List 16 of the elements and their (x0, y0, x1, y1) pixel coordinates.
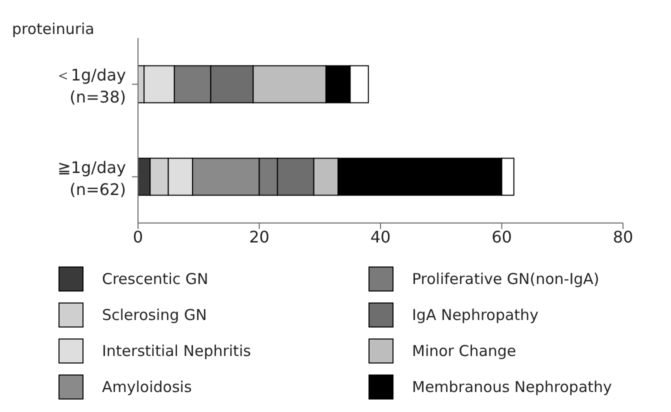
legend-label: Crescentic GN (102, 270, 208, 288)
legend-label: Membranous Nephropathy (412, 378, 612, 396)
x-tick-label: 20 (249, 227, 270, 246)
legend-label: IgA Nephropathy (412, 306, 538, 324)
y-axis-title: proteinuria (12, 20, 94, 38)
legend-label: Amyloidosis (102, 378, 192, 396)
legend-label: Proliferative GN(non-IgA) (412, 270, 600, 288)
legend-label: Interstitial Nephritis (102, 342, 251, 360)
legend-label: Sclerosing GN (102, 306, 207, 324)
x-tick-label: 60 (492, 227, 512, 246)
y-tick-label: ＜1g/day (n=38) (54, 65, 126, 106)
legend-label: Minor Change (412, 342, 516, 360)
x-tick-label: 80 (612, 227, 634, 246)
x-tick-label: 40 (370, 227, 391, 246)
y-tick-label: ≧1g/day (n=62) (57, 158, 126, 199)
x-tick-label: 0 (132, 227, 144, 246)
